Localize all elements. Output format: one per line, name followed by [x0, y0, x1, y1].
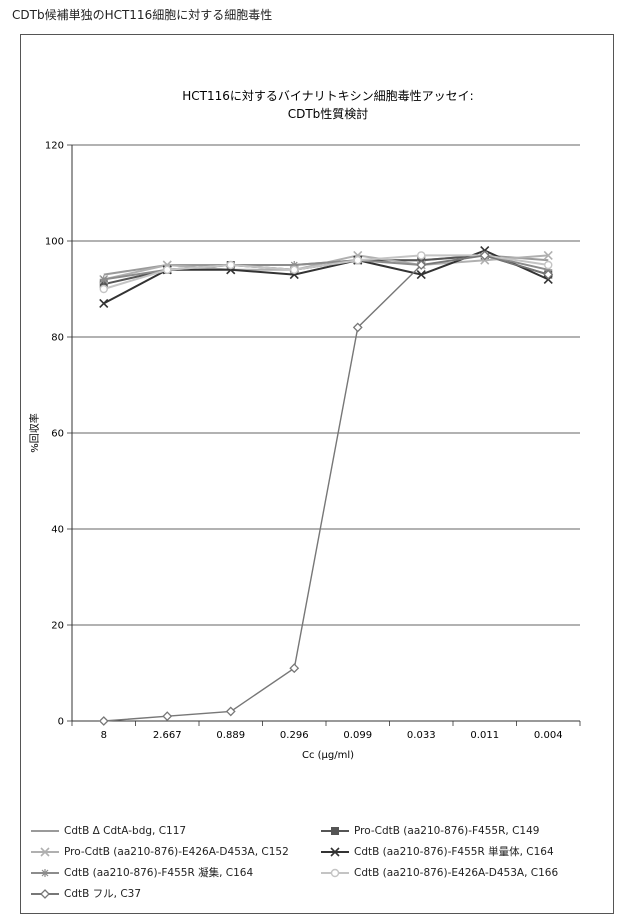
chart-legend: CdtB Δ CdtA-bdg, C117 Pro-CdtB (aa210-876…	[30, 820, 610, 904]
plot-area	[100, 247, 553, 725]
data-point	[100, 717, 108, 725]
legend-item: CdtB (aa210-876)-F455R 凝集, C164	[30, 865, 320, 880]
legend-label: CdtB (aa210-876)-E426A-D453A, C166	[354, 867, 558, 879]
chart-title: HCT116に対するバイナリトキシン細胞毒性アッセイ:	[182, 89, 473, 103]
legend-label: CdtB フル, C37	[64, 886, 141, 901]
legend-swatch	[320, 868, 350, 878]
legend-swatch	[320, 847, 350, 857]
legend-row: CdtB フル, C37	[30, 883, 610, 904]
x-axis-label: Cc (µg/ml)	[302, 750, 354, 761]
series-line	[104, 255, 549, 721]
y-tick-label: 100	[45, 237, 64, 248]
legend-item: Pro-CdtB (aa210-876)-F455R, C149	[320, 825, 610, 837]
data-point	[291, 266, 298, 273]
chart-subtitle: CDTb性質検討	[288, 106, 369, 121]
data-point	[227, 707, 235, 715]
data-point	[164, 266, 171, 273]
data-point	[227, 262, 234, 269]
legend-swatch	[30, 868, 60, 878]
data-point	[290, 664, 298, 672]
legend-swatch	[30, 847, 60, 857]
data-point	[163, 712, 171, 720]
legend-swatch-marker	[332, 827, 339, 834]
x-tick-label: 8	[101, 730, 107, 741]
y-tick-label: 20	[51, 621, 64, 632]
x-tick-label: 0.296	[280, 730, 309, 741]
legend-swatch-marker	[41, 890, 49, 898]
y-tick-label: 40	[51, 525, 64, 536]
x-tick-label: 0.033	[407, 730, 436, 741]
legend-label: Pro-CdtB (aa210-876)-E426A-D453A, C152	[64, 846, 289, 858]
legend-swatch-marker	[41, 869, 49, 877]
legend-label: CdtB Δ CdtA-bdg, C117	[64, 825, 186, 837]
x-tick-label: 0.004	[534, 730, 563, 741]
legend-label: CdtB (aa210-876)-F455R 凝集, C164	[64, 865, 253, 880]
y-tick-label: 80	[51, 333, 64, 344]
y-axis-label: %回収率	[28, 413, 41, 453]
data-point	[100, 299, 108, 307]
data-point	[100, 275, 108, 283]
x-tick-label: 0.889	[216, 730, 245, 741]
axes: 0 20 40 60 80 100 120 8 2.667 0.889 0.296 0.099 0.03…	[45, 141, 580, 742]
gridlines	[72, 145, 580, 625]
x-tick-label: 0.099	[343, 730, 372, 741]
legend-swatch	[320, 826, 350, 836]
legend-swatch	[30, 889, 60, 899]
y-tick-label: 0	[58, 717, 64, 728]
legend-item: CdtB フル, C37	[30, 886, 320, 901]
legend-item: CdtB (aa210-876)-E426A-D453A, C166	[320, 867, 610, 879]
legend-item: CdtB (aa210-876)-F455R 単量体, C164	[320, 844, 610, 859]
legend-label: Pro-CdtB (aa210-876)-F455R, C149	[354, 825, 539, 837]
legend-row: Pro-CdtB (aa210-876)-E426A-D453A, C152 Cd…	[30, 841, 610, 862]
legend-item: Pro-CdtB (aa210-876)-E426A-D453A, C152	[30, 846, 320, 858]
legend-swatch-marker	[332, 869, 339, 876]
legend-item: CdtB Δ CdtA-bdg, C117	[30, 825, 320, 837]
legend-label: CdtB (aa210-876)-F455R 単量体, C164	[354, 844, 554, 859]
legend-row: CdtB (aa210-876)-F455R 凝集, C164 CdtB (aa2…	[30, 862, 610, 883]
legend-swatch	[30, 826, 60, 836]
data-point	[418, 252, 425, 259]
x-tick-label: 2.667	[153, 730, 182, 741]
y-tick-label: 60	[51, 429, 64, 440]
y-tick-label: 120	[45, 141, 64, 152]
data-point	[354, 257, 361, 264]
legend-row: CdtB Δ CdtA-bdg, C117 Pro-CdtB (aa210-876…	[30, 820, 610, 841]
line-chart: HCT116に対するバイナリトキシン細胞毒性アッセイ: CDTb性質検討 0 20…	[0, 0, 630, 810]
data-point	[100, 286, 107, 293]
data-point	[545, 262, 552, 269]
series-7	[100, 251, 553, 725]
x-tick-label: 0.011	[470, 730, 499, 741]
